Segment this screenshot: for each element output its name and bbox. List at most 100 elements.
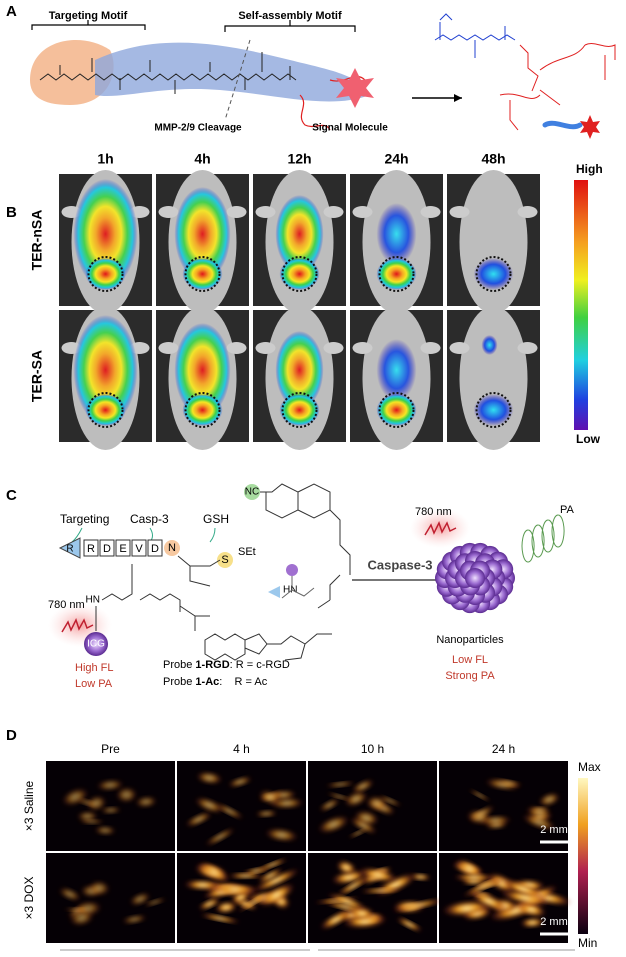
tumor-outline: [87, 256, 124, 292]
mouse-arm: [517, 206, 538, 218]
pa-signal: [69, 909, 95, 926]
nanoparticle: [435, 542, 515, 614]
peptide-chain: [39, 73, 297, 81]
linker: [101, 564, 133, 601]
motif-label: Self-assembly Motif: [238, 10, 342, 22]
residue-box: [115, 539, 131, 557]
tumor-signal: [85, 394, 126, 426]
targeting-triangle: [58, 537, 81, 559]
pa-signal: [257, 858, 288, 871]
icg-label: ICG: [87, 639, 105, 650]
arrowhead: [454, 94, 462, 102]
scale-bar-label: 2 mm: [540, 824, 568, 836]
pa-signal: [320, 909, 352, 930]
pa-signal: [94, 825, 117, 835]
mouse-arm: [449, 206, 470, 218]
laser-label: 780 nm: [48, 599, 85, 611]
residue: D: [103, 543, 111, 555]
time-label: 12h: [287, 151, 311, 167]
icon-bonds: [281, 576, 315, 599]
pa-signal: [470, 890, 508, 912]
mouse-arm: [226, 206, 247, 218]
pa-signal: [58, 887, 82, 902]
mouse-arm: [352, 342, 373, 354]
pa-signal: [258, 883, 295, 907]
row-label: TER-SA: [29, 350, 45, 402]
residue: R: [66, 544, 73, 555]
pa-signal: [121, 914, 147, 924]
nanofiber-icon: [542, 120, 583, 130]
scale-label: Low: [576, 432, 601, 446]
pa-signal: [349, 817, 378, 835]
tumor-signal: [279, 258, 320, 290]
pa-signal: [76, 810, 99, 822]
time-label: 48h: [481, 151, 505, 167]
signal: [73, 179, 138, 289]
gsh-site: [217, 552, 233, 568]
red-structure: [499, 43, 616, 131]
sequence: R D E V DR: [66, 539, 163, 557]
signal-structure: [299, 75, 366, 131]
pa-signal: [469, 805, 495, 821]
panel-label: B: [6, 204, 17, 221]
pa-signal: [115, 786, 138, 803]
residue: V: [135, 543, 143, 555]
mouse-arm: [323, 342, 344, 354]
time-label: 4 h: [233, 742, 250, 756]
icon-triangle: [268, 586, 280, 598]
probe-text: : R = c-RGD: [230, 659, 290, 671]
tumor-signal: [473, 394, 514, 426]
atom-label: HN: [283, 585, 297, 596]
pa-signal: [199, 913, 241, 924]
signal: [376, 339, 417, 401]
property-label: Strong PA: [445, 670, 495, 682]
tumor-outline: [378, 256, 415, 292]
targeting-blob: [30, 40, 114, 105]
time-label: 10 h: [361, 742, 384, 756]
residue-box: [131, 539, 147, 557]
cleavage-label: MMP-2/9 Cleavage: [154, 123, 242, 134]
mouse-arm: [255, 342, 276, 354]
property-label: Low PA: [75, 678, 113, 690]
pa-signal: [88, 880, 111, 896]
blue-structure: [434, 13, 516, 58]
time-label: 24h: [384, 151, 408, 167]
pa-signal: [529, 806, 552, 813]
probe-text: Probe: [163, 676, 195, 688]
time-label: 24 h: [492, 742, 515, 756]
pa-signal: [86, 795, 107, 812]
scale-label: High: [576, 162, 603, 176]
residue-box: [99, 539, 115, 557]
pa-signal: [264, 828, 299, 842]
tumor-outline: [475, 256, 512, 292]
pa-signal: [410, 873, 431, 881]
mouse-arm: [517, 342, 538, 354]
np-sphere: [465, 568, 485, 588]
pa-signal: [135, 796, 158, 808]
pa-signal: [185, 811, 213, 827]
tumor-outline: [281, 392, 318, 428]
pa-signal: [227, 872, 265, 879]
pa-signal: [129, 892, 151, 906]
pa-signal: [100, 806, 122, 814]
mouse-arm: [158, 342, 179, 354]
pa-signal: [317, 815, 350, 834]
pa-signal: [396, 917, 423, 932]
pa-signal: [204, 827, 236, 846]
mouse-arm: [352, 206, 373, 218]
pa-wave: [521, 514, 565, 563]
mouse-arm: [323, 206, 344, 218]
image-cell: [439, 761, 568, 851]
pa-signal: [143, 897, 167, 907]
icg-ball: [84, 632, 108, 656]
time-label: 1h: [97, 151, 113, 167]
residue-box: [147, 539, 163, 557]
mouse-arm: [255, 206, 276, 218]
tumor-outline: [184, 392, 221, 428]
pa-signal: [227, 776, 253, 788]
pa-signal: [344, 791, 368, 807]
chem-bonds: [139, 483, 351, 631]
group-label: Targeting: [60, 512, 109, 526]
mouse: [459, 170, 528, 314]
atom-label: S: [221, 554, 228, 566]
